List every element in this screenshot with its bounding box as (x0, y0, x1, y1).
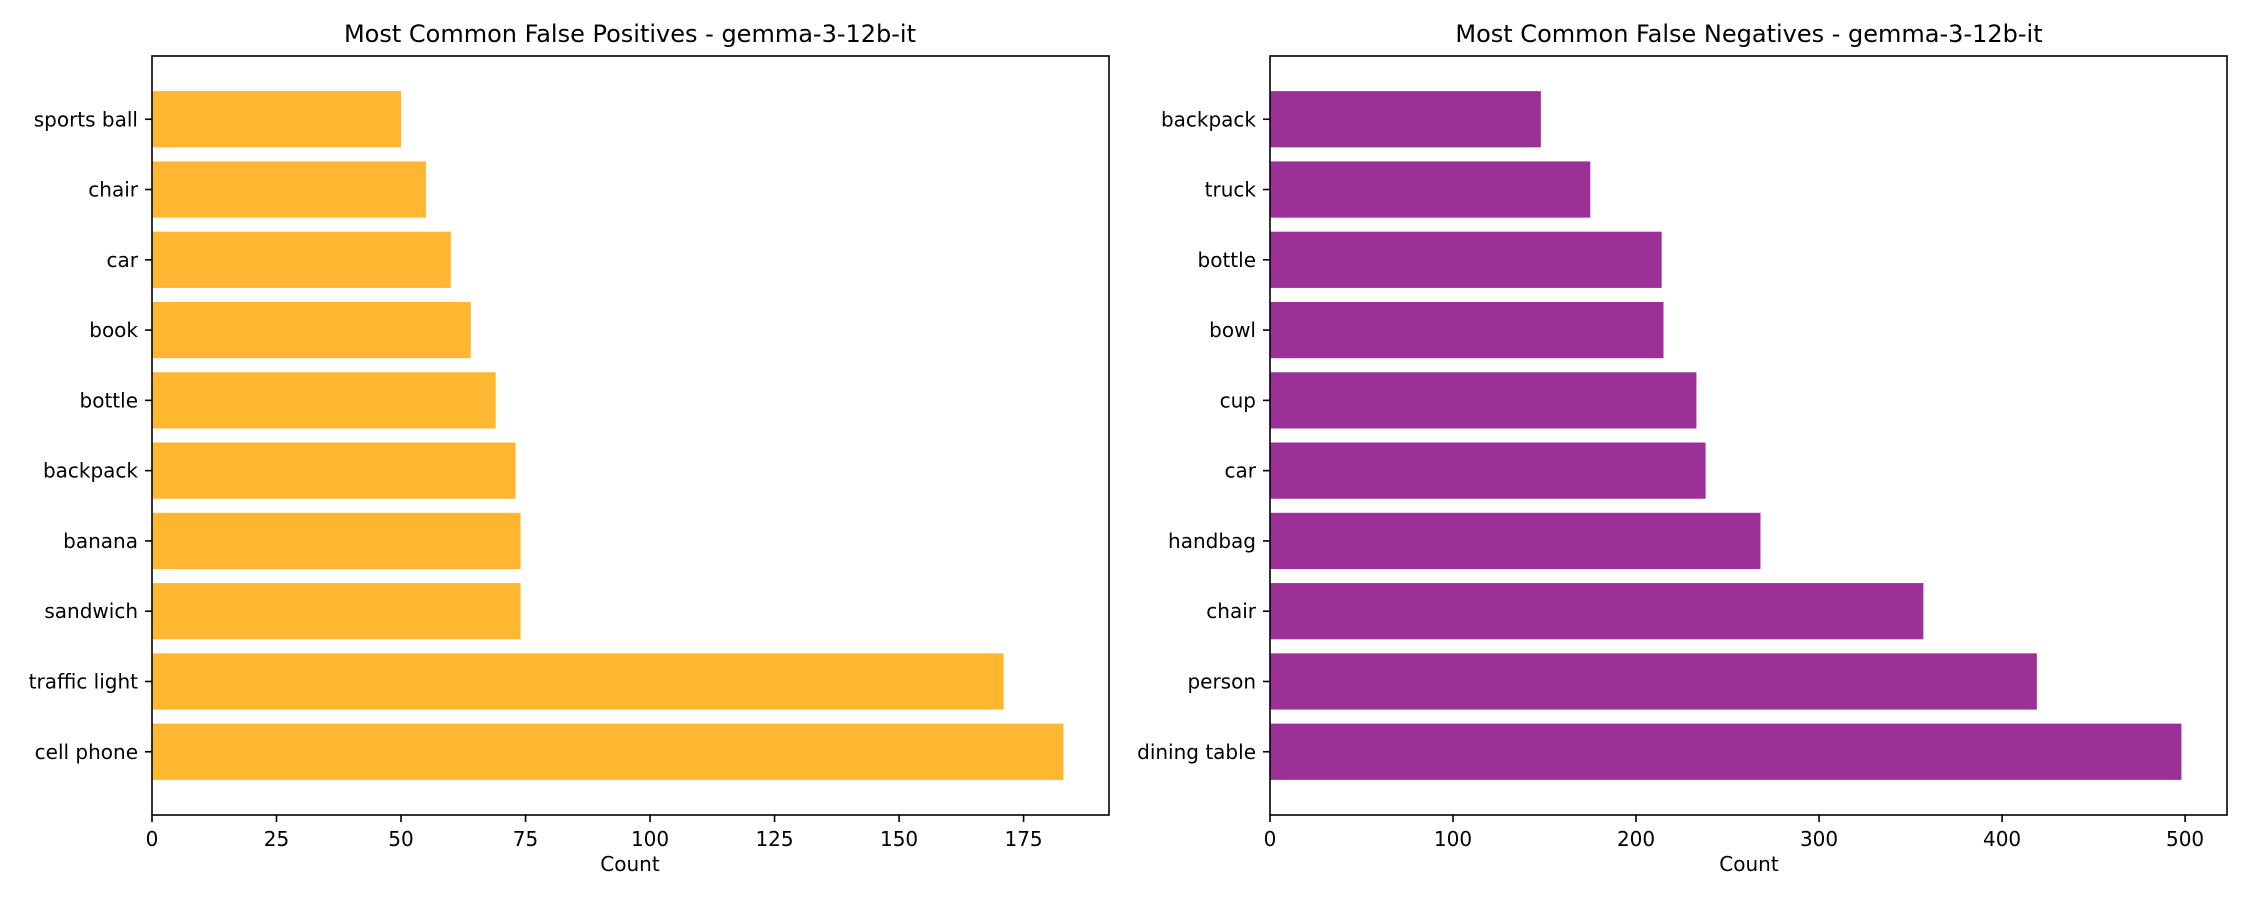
bar (152, 583, 521, 640)
y-tick-label: backpack (43, 459, 138, 483)
false-positives-chart: Most Common False Positives - gemma-3-12… (29, 20, 1110, 876)
x-axis-ticks: 0 100 200 300 400 500 (1264, 815, 2204, 851)
y-tick-label: chair (1206, 599, 1256, 623)
bar (152, 512, 521, 570)
bars-group (1270, 91, 2182, 780)
x-tick-label: 25 (264, 827, 289, 851)
y-tick-label: person (1187, 669, 1256, 693)
bar (1270, 231, 1662, 288)
x-axis-ticks: 0 25 50 75 100 125 150 175 (146, 815, 1043, 851)
false-negatives-chart: Most Common False Negatives - gemma-3-12… (1137, 20, 2228, 876)
bar (152, 161, 426, 218)
chart-title: Most Common False Negatives - gemma-3-12… (1455, 20, 2042, 48)
y-tick-label: bottle (80, 388, 138, 412)
y-tick-label: book (89, 318, 138, 342)
y-tick-label: bowl (1209, 318, 1256, 342)
plot-area-frame (1269, 55, 2228, 816)
x-tick-label: 125 (755, 827, 793, 851)
x-tick-label: 300 (1800, 827, 1838, 851)
bar (152, 301, 471, 359)
x-tick-label: 50 (388, 827, 413, 851)
y-tick-label: dining table (1137, 740, 1256, 764)
y-tick-label: banana (63, 529, 138, 553)
x-tick-label: 0 (146, 827, 159, 851)
bar (1270, 442, 1706, 499)
x-tick-label: 75 (513, 827, 538, 851)
y-tick-label: sandwich (44, 599, 138, 623)
y-axis-ticks: cell phone traffic light sandwich banana bac… (29, 107, 152, 764)
bar (1270, 723, 2182, 780)
bar (1270, 161, 1591, 218)
bar (152, 723, 1064, 780)
x-tick-label: 500 (2166, 827, 2204, 851)
bar (1270, 301, 1664, 359)
bar (152, 442, 516, 499)
bar (152, 91, 402, 148)
y-tick-label: truck (1205, 178, 1257, 202)
bar (1270, 372, 1697, 429)
y-tick-label: chair (88, 178, 138, 202)
y-tick-label: bottle (1198, 248, 1256, 272)
bars-group (152, 91, 1064, 780)
y-axis-ticks: dining table person chair handbag car cup bowl… (1137, 107, 1270, 764)
bar (1270, 653, 2037, 710)
y-tick-label: sports ball (34, 107, 138, 131)
bar (1270, 583, 1924, 640)
y-tick-label: car (1225, 459, 1257, 483)
bar (152, 653, 1004, 710)
bar (1270, 512, 1761, 570)
x-tick-label: 175 (1004, 827, 1042, 851)
y-tick-label: car (107, 248, 139, 272)
bar (152, 372, 496, 429)
x-tick-label: 100 (1434, 827, 1472, 851)
y-tick-label: backpack (1161, 107, 1256, 131)
x-tick-label: 200 (1617, 827, 1655, 851)
x-tick-label: 400 (1983, 827, 2021, 851)
y-tick-label: cell phone (35, 740, 138, 764)
x-tick-label: 100 (631, 827, 669, 851)
y-tick-label: traffic light (29, 669, 138, 693)
x-tick-label: 150 (880, 827, 918, 851)
y-tick-label: cup (1220, 388, 1256, 412)
y-tick-label: handbag (1168, 529, 1256, 553)
bar (1270, 91, 1541, 148)
bar (152, 231, 451, 288)
plot-area-frame (151, 55, 1110, 816)
x-tick-label: 0 (1264, 827, 1277, 851)
x-axis-label: Count (1719, 852, 1779, 876)
chart-title: Most Common False Positives - gemma-3-12… (344, 20, 916, 48)
x-axis-label: Count (600, 852, 660, 876)
